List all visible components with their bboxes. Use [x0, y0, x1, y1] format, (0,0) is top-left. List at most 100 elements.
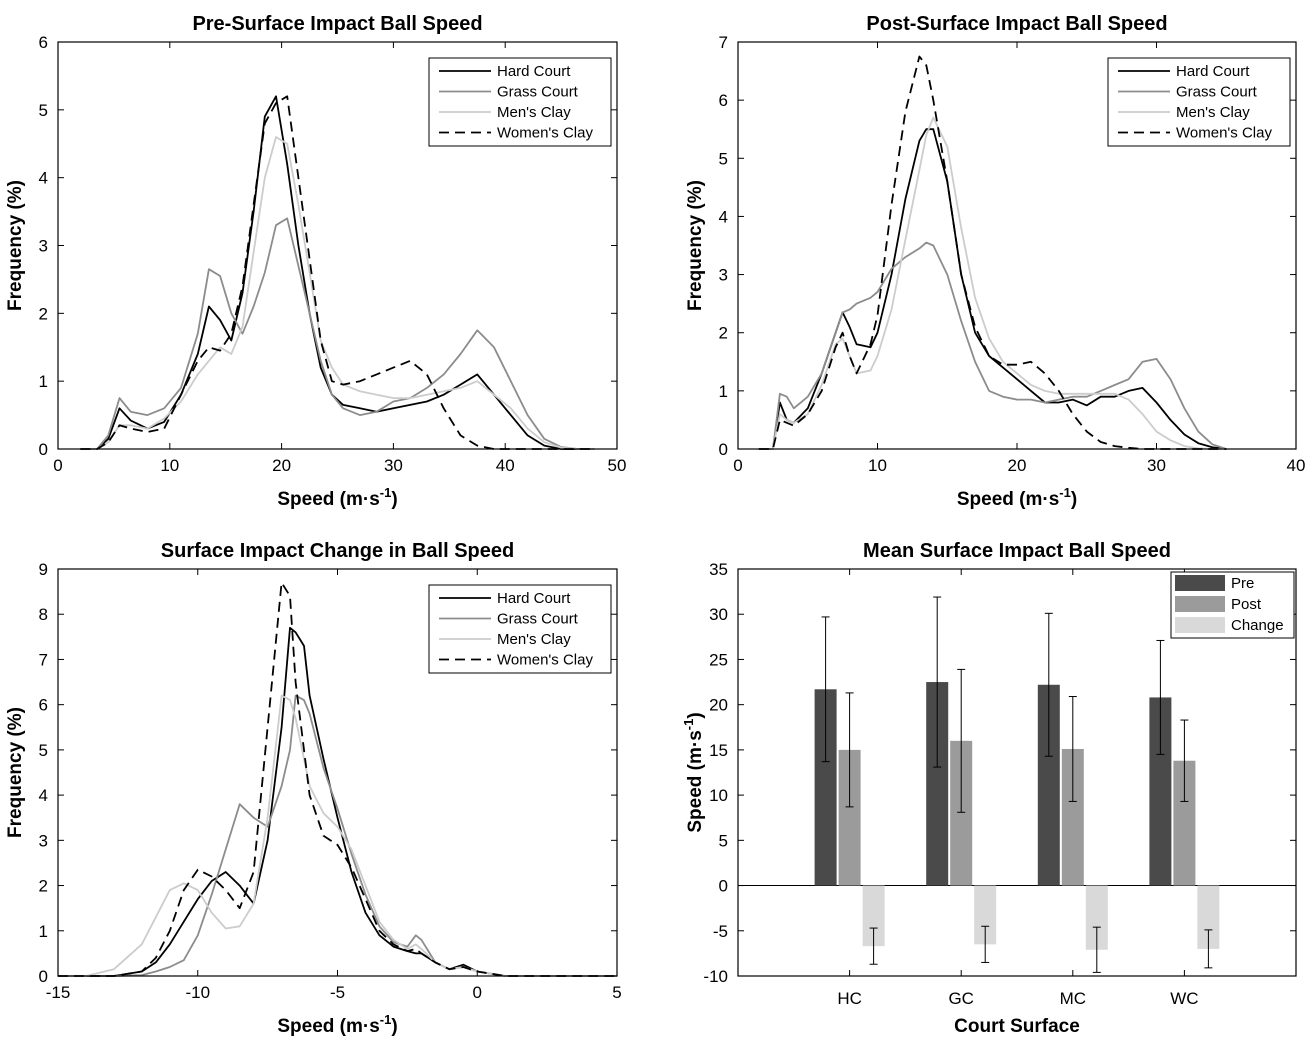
y-tick-label: 2	[39, 304, 48, 323]
x-tick-label: 50	[608, 456, 627, 475]
y-tick-label: 6	[39, 696, 48, 715]
y-tick-label: 4	[719, 207, 728, 226]
y-tick-label: 30	[709, 605, 728, 624]
error-bar-pre-wc	[1156, 639, 1165, 755]
legend-box	[428, 584, 612, 674]
error-bar-post-gc	[957, 668, 966, 813]
x-axis-label: Speed (m·s-1)	[957, 485, 1077, 510]
mean-speed-bar-chart: Mean Surface Impact Ball Speed -10 -5 0 5 10 1…	[681, 540, 1297, 1037]
y-tick-label: 6	[719, 91, 728, 110]
y-tick-label: 5	[39, 101, 48, 120]
plot-frame	[57, 41, 618, 450]
chart-title: Mean Surface Impact Ball Speed	[863, 540, 1171, 562]
y-tick-label: 3	[719, 266, 728, 285]
y-tick-label: 35	[709, 560, 728, 579]
bar-pre-wc	[1149, 697, 1172, 886]
bar-change-gc	[974, 885, 997, 945]
legend-label-women-s-clay: Women's Clay	[497, 125, 593, 142]
y-tick-label: 5	[719, 149, 728, 168]
x-axis-label: Speed (m·s-1)	[277, 1012, 397, 1037]
y-tick-label: -10	[703, 967, 728, 986]
chart-title: Surface Impact Change in Ball Speed	[161, 540, 514, 562]
x-tick-label: WC	[1170, 989, 1198, 1008]
error-bar-change-gc	[981, 925, 990, 963]
legend-label-women-s-clay: Women's Clay	[1176, 125, 1272, 142]
error-bar-pre-mc	[1044, 612, 1053, 757]
bar-change-mc	[1085, 885, 1108, 950]
y-tick-label: 9	[39, 560, 48, 579]
legend-label-men-s-clay: Men's Clay	[497, 631, 571, 648]
legend: Hard Court Grass Court Men's Clay Women's C…	[1107, 57, 1291, 147]
legend-label-men-s-clay: Men's Clay	[1176, 104, 1250, 121]
x-tick-label: -5	[330, 983, 345, 1002]
y-tick-label: 1	[39, 372, 48, 391]
y-tick-label: -5	[713, 922, 728, 941]
x-tick-label: 0	[53, 456, 62, 475]
error-bar-post-hc	[845, 692, 854, 808]
x-tick-label: 20	[272, 456, 291, 475]
x-tick-label: 40	[1287, 456, 1306, 475]
legend-box	[1107, 57, 1291, 147]
x-tick-label: 20	[1008, 456, 1027, 475]
y-tick-label: 4	[39, 786, 48, 805]
plot-frame	[57, 568, 618, 977]
y-tick-label: 3	[39, 237, 48, 256]
plot-frame	[737, 568, 1297, 977]
legend-label-women-s-clay: Women's Clay	[497, 652, 593, 669]
legend: Hard Court Grass Court Men's Clay Women's C…	[428, 584, 612, 674]
error-bar-pre-hc	[821, 616, 830, 763]
bar-post-hc	[838, 749, 861, 886]
series-line-women-s-clay	[58, 581, 617, 977]
series-line-grass-court	[758, 241, 1227, 450]
x-tick-label: 5	[612, 983, 621, 1002]
y-tick-label: 8	[39, 605, 48, 624]
y-tick-label: 2	[719, 324, 728, 343]
legend-swatch-change	[1175, 617, 1225, 633]
bar-pre-hc	[814, 689, 837, 886]
x-tick-label: -15	[46, 983, 71, 1002]
bar-pre-mc	[1037, 684, 1060, 886]
x-tick-label: 30	[384, 456, 403, 475]
change-speed-chart: Surface Impact Change in Ball Speed -15 -1…	[5, 540, 622, 1037]
error-bar-change-wc	[1204, 929, 1213, 969]
legend-label-hard-court: Hard Court	[497, 63, 571, 80]
bar-change-wc	[1197, 885, 1220, 949]
legend-label-men-s-clay: Men's Clay	[497, 104, 571, 121]
x-tick-label: MC	[1060, 989, 1086, 1008]
y-tick-label: 20	[709, 696, 728, 715]
bar-post-mc	[1061, 748, 1084, 886]
error-bar-post-mc	[1068, 696, 1077, 802]
y-tick-label: 7	[719, 33, 728, 52]
legend-label-pre: Pre	[1231, 575, 1254, 592]
y-tick-label: 2	[39, 877, 48, 896]
plot-frame	[737, 41, 1297, 450]
series-line-men-s-clay	[58, 694, 617, 977]
error-bar-change-hc	[869, 927, 878, 965]
y-tick-label: 15	[709, 741, 728, 760]
series-line-hard-court	[758, 128, 1227, 450]
y-tick-label: 1	[719, 382, 728, 401]
series-line-grass-court	[80, 217, 595, 450]
series-line-men-s-clay	[80, 136, 595, 450]
y-tick-label: 0	[39, 440, 48, 459]
y-axis-label: Frequency (%)	[685, 180, 706, 311]
y-tick-label: 5	[719, 831, 728, 850]
legend-label-hard-court: Hard Court	[497, 590, 571, 607]
x-tick-label: 30	[1147, 456, 1166, 475]
bar-pre-gc	[926, 682, 949, 886]
bar-post-gc	[950, 740, 973, 886]
error-bar-pre-gc	[933, 596, 942, 768]
y-axis-label: Speed (m·s-1)	[681, 712, 706, 832]
y-tick-label: 3	[39, 831, 48, 850]
y-tick-label: 0	[719, 877, 728, 896]
y-tick-label: 6	[39, 33, 48, 52]
bar-post-wc	[1173, 760, 1196, 886]
legend-label-post: Post	[1231, 596, 1262, 613]
x-axis-label: Court Surface	[954, 1016, 1080, 1037]
y-axis-label: Frequency (%)	[5, 180, 26, 311]
series-line-grass-court	[58, 694, 617, 977]
x-tick-label: GC	[948, 989, 974, 1008]
legend-label-change: Change	[1231, 617, 1284, 634]
